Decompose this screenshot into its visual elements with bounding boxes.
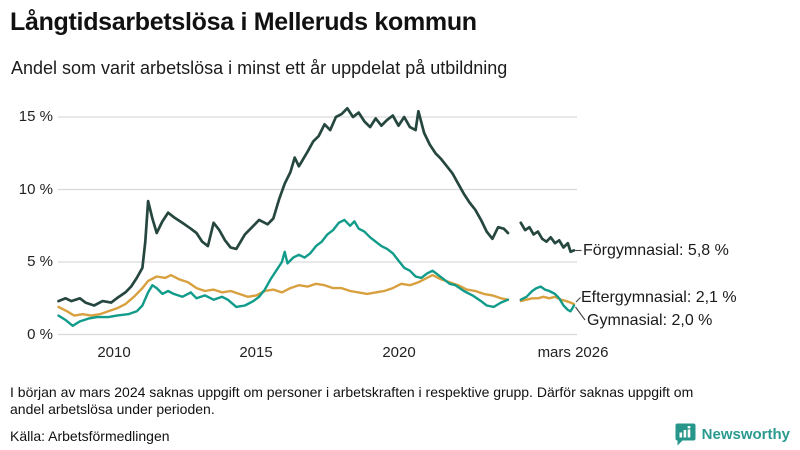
footnote: I början av mars 2024 saknas uppgift om … bbox=[10, 384, 794, 418]
x-tick-2010: 2010 bbox=[97, 344, 131, 361]
y-tick-15: 15 % bbox=[18, 108, 53, 125]
y-tick-5: 5 % bbox=[27, 253, 53, 270]
series-label-eftergymnasial: Eftergymnasial: 2,1 % bbox=[581, 289, 737, 306]
series-line-förgymnasial-seg0 bbox=[57, 106, 510, 307]
x-tick-mars2026: mars 2026 bbox=[537, 344, 609, 361]
newsworthy-icon bbox=[675, 423, 696, 446]
series-line-gymnasial-seg0 bbox=[57, 218, 510, 327]
footnote-line1: I början av mars 2024 saknas uppgift om … bbox=[10, 384, 694, 400]
y-tick-10: 10 % bbox=[18, 180, 53, 198]
newsworthy-wordmark: Newsworthy bbox=[701, 426, 790, 443]
page-title: Långtidsarbetslösa i Melleruds kommun bbox=[10, 8, 477, 36]
connector-gymnasial bbox=[575, 306, 586, 321]
series-line-förgymnasial-seg1 bbox=[519, 221, 576, 254]
x-tick-2020: 2020 bbox=[382, 344, 416, 361]
series-line-gymnasial-seg1 bbox=[519, 285, 576, 313]
y-tick-0: 0 % bbox=[27, 325, 53, 343]
newsworthy-logo[interactable]: Newsworthy bbox=[675, 423, 790, 446]
chart-subtitle: Andel som varit arbetslösa i minst ett å… bbox=[11, 58, 508, 78]
x-tick-2015: 2015 bbox=[239, 344, 273, 361]
series-line-eftergymnasial-seg0 bbox=[57, 273, 510, 317]
series-label-gymnasial: Gymnasial: 2,0 % bbox=[587, 312, 713, 329]
footnote-line2: andel arbetslösa under perioden. bbox=[10, 401, 215, 417]
series-label-forgymnasial: Förgymnasial: 5,8 % bbox=[583, 242, 729, 259]
connector-eftergymnasial bbox=[575, 297, 581, 303]
series-line-eftergymnasial-seg1 bbox=[519, 295, 576, 306]
source-note: Källa: Arbetsförmedlingen bbox=[10, 428, 170, 444]
